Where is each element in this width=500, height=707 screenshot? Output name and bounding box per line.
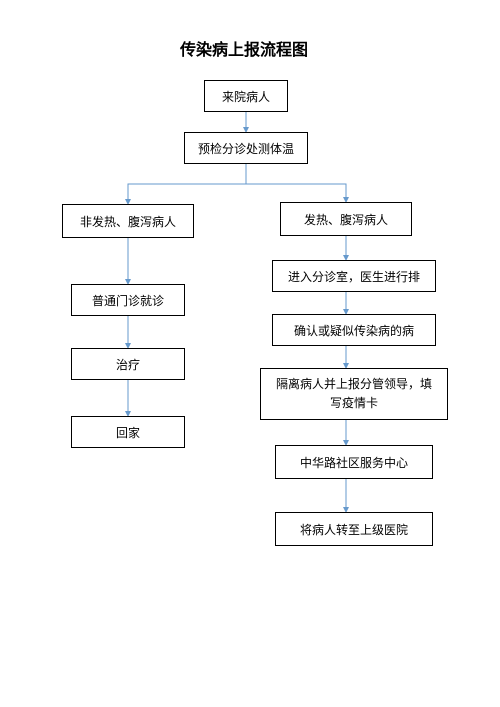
flowchart-node: 隔离病人并上报分管领导，填写疫情卡 bbox=[260, 368, 448, 420]
flowchart-node: 发热、腹泻病人 bbox=[280, 202, 412, 236]
flowchart-edge bbox=[246, 184, 346, 202]
flowchart-node: 进入分诊室，医生进行排 bbox=[272, 260, 436, 292]
flowchart-edge bbox=[128, 184, 246, 204]
flowchart-title: 传染病上报流程图 bbox=[180, 36, 308, 60]
flowchart-node: 将病人转至上级医院 bbox=[275, 512, 433, 546]
flowchart-node: 中华路社区服务中心 bbox=[275, 445, 433, 479]
page-canvas: 传染病上报流程图 来院病人预检分诊处测体温非发热、腹泻病人 发热、腹泻病人普通门诊… bbox=[0, 0, 500, 707]
flowchart-node: 非发热、腹泻病人 bbox=[62, 204, 194, 238]
flowchart-node: 治疗 bbox=[71, 348, 185, 380]
flowchart-node: 来院病人 bbox=[204, 80, 288, 112]
flowchart-node: 确认或疑似传染病的病 bbox=[272, 314, 436, 346]
flowchart-node: 预检分诊处测体温 bbox=[184, 132, 308, 164]
flowchart-node: 回家 bbox=[71, 416, 185, 448]
flowchart-node: 普通门诊就诊 bbox=[71, 284, 185, 316]
